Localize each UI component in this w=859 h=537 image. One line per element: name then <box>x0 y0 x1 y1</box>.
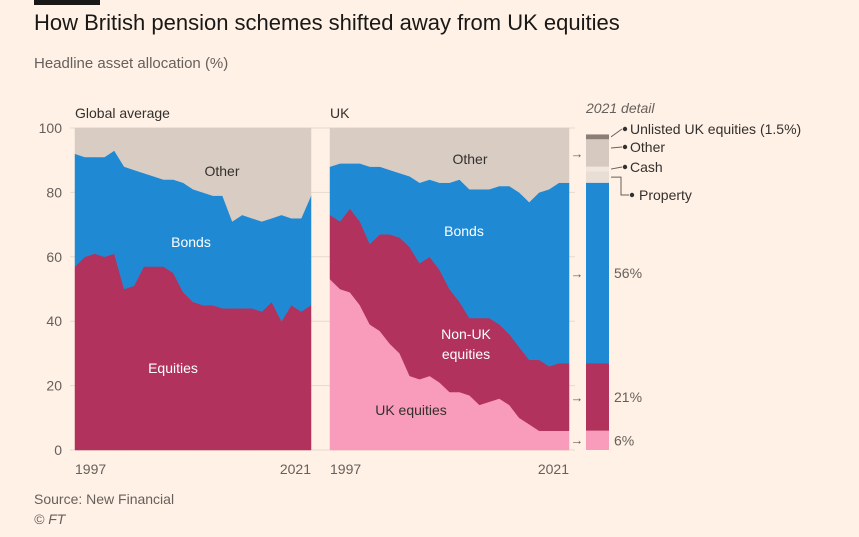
detail-title: 2021 detail <box>585 100 655 116</box>
series-label: Bonds <box>444 223 484 239</box>
detail-value-label: 6% <box>614 432 634 448</box>
detail-value-label: 21% <box>614 389 642 405</box>
panel-title: Global average <box>75 105 170 121</box>
x-tick-label: 2021 <box>280 461 311 477</box>
series-label: Other <box>204 163 239 179</box>
detail-bar-segment <box>586 363 609 431</box>
y-tick-label: 100 <box>39 120 63 136</box>
callout-dot <box>622 144 628 150</box>
callout-dot <box>622 164 628 170</box>
detail-bar-segment <box>586 182 609 364</box>
x-tick-label: 1997 <box>75 461 106 477</box>
y-tick-label: 80 <box>46 184 62 200</box>
arrow-icon: → <box>571 390 584 405</box>
chart-subtitle: Headline asset allocation (%) <box>34 55 229 72</box>
detail-bar-segment <box>586 139 609 167</box>
area-other <box>74 127 312 222</box>
callout-dot <box>622 126 628 132</box>
callout-dot <box>629 192 635 198</box>
source-note: Source: New Financial <box>34 491 175 507</box>
y-tick-label: 40 <box>46 313 62 329</box>
callout-label: Unlisted UK equities (1.5%) <box>630 121 801 137</box>
y-tick-label: 60 <box>46 249 62 265</box>
detail-bar-segment <box>586 171 609 183</box>
callout-label: Cash <box>630 159 663 175</box>
panel-title: UK <box>330 105 350 121</box>
detail-bar-segment <box>586 134 609 140</box>
arrow-icon: → <box>571 432 584 447</box>
ft-topbar <box>34 0 100 5</box>
callout-line <box>611 176 629 196</box>
ft-credit: © FT <box>34 511 66 527</box>
y-tick-label: 0 <box>54 442 62 458</box>
series-label: Bonds <box>171 234 211 250</box>
area-other <box>329 127 570 203</box>
callout-line <box>610 146 623 149</box>
detail-bar-segment <box>586 166 609 172</box>
x-tick-label: 2021 <box>538 461 569 477</box>
series-label: Equities <box>148 360 198 376</box>
y-tick-label: 20 <box>46 378 62 394</box>
series-label-equities: equities <box>442 346 490 362</box>
arrow-icon: → <box>571 266 584 281</box>
chart-title: How British pension schemes shifted away… <box>34 10 620 35</box>
detail-value-label: 56% <box>614 265 642 281</box>
callout-label: Other <box>630 139 665 155</box>
callout-line <box>610 166 623 170</box>
series-label: Other <box>452 151 487 167</box>
series-label-non-uk: Non-UK <box>441 326 491 342</box>
callout-label: Property <box>639 187 692 203</box>
detail-bar-segment <box>586 430 609 450</box>
x-tick-label: 1997 <box>330 461 361 477</box>
arrow-icon: → <box>571 146 584 161</box>
callout-line <box>610 128 623 138</box>
series-label: UK equities <box>375 402 447 418</box>
